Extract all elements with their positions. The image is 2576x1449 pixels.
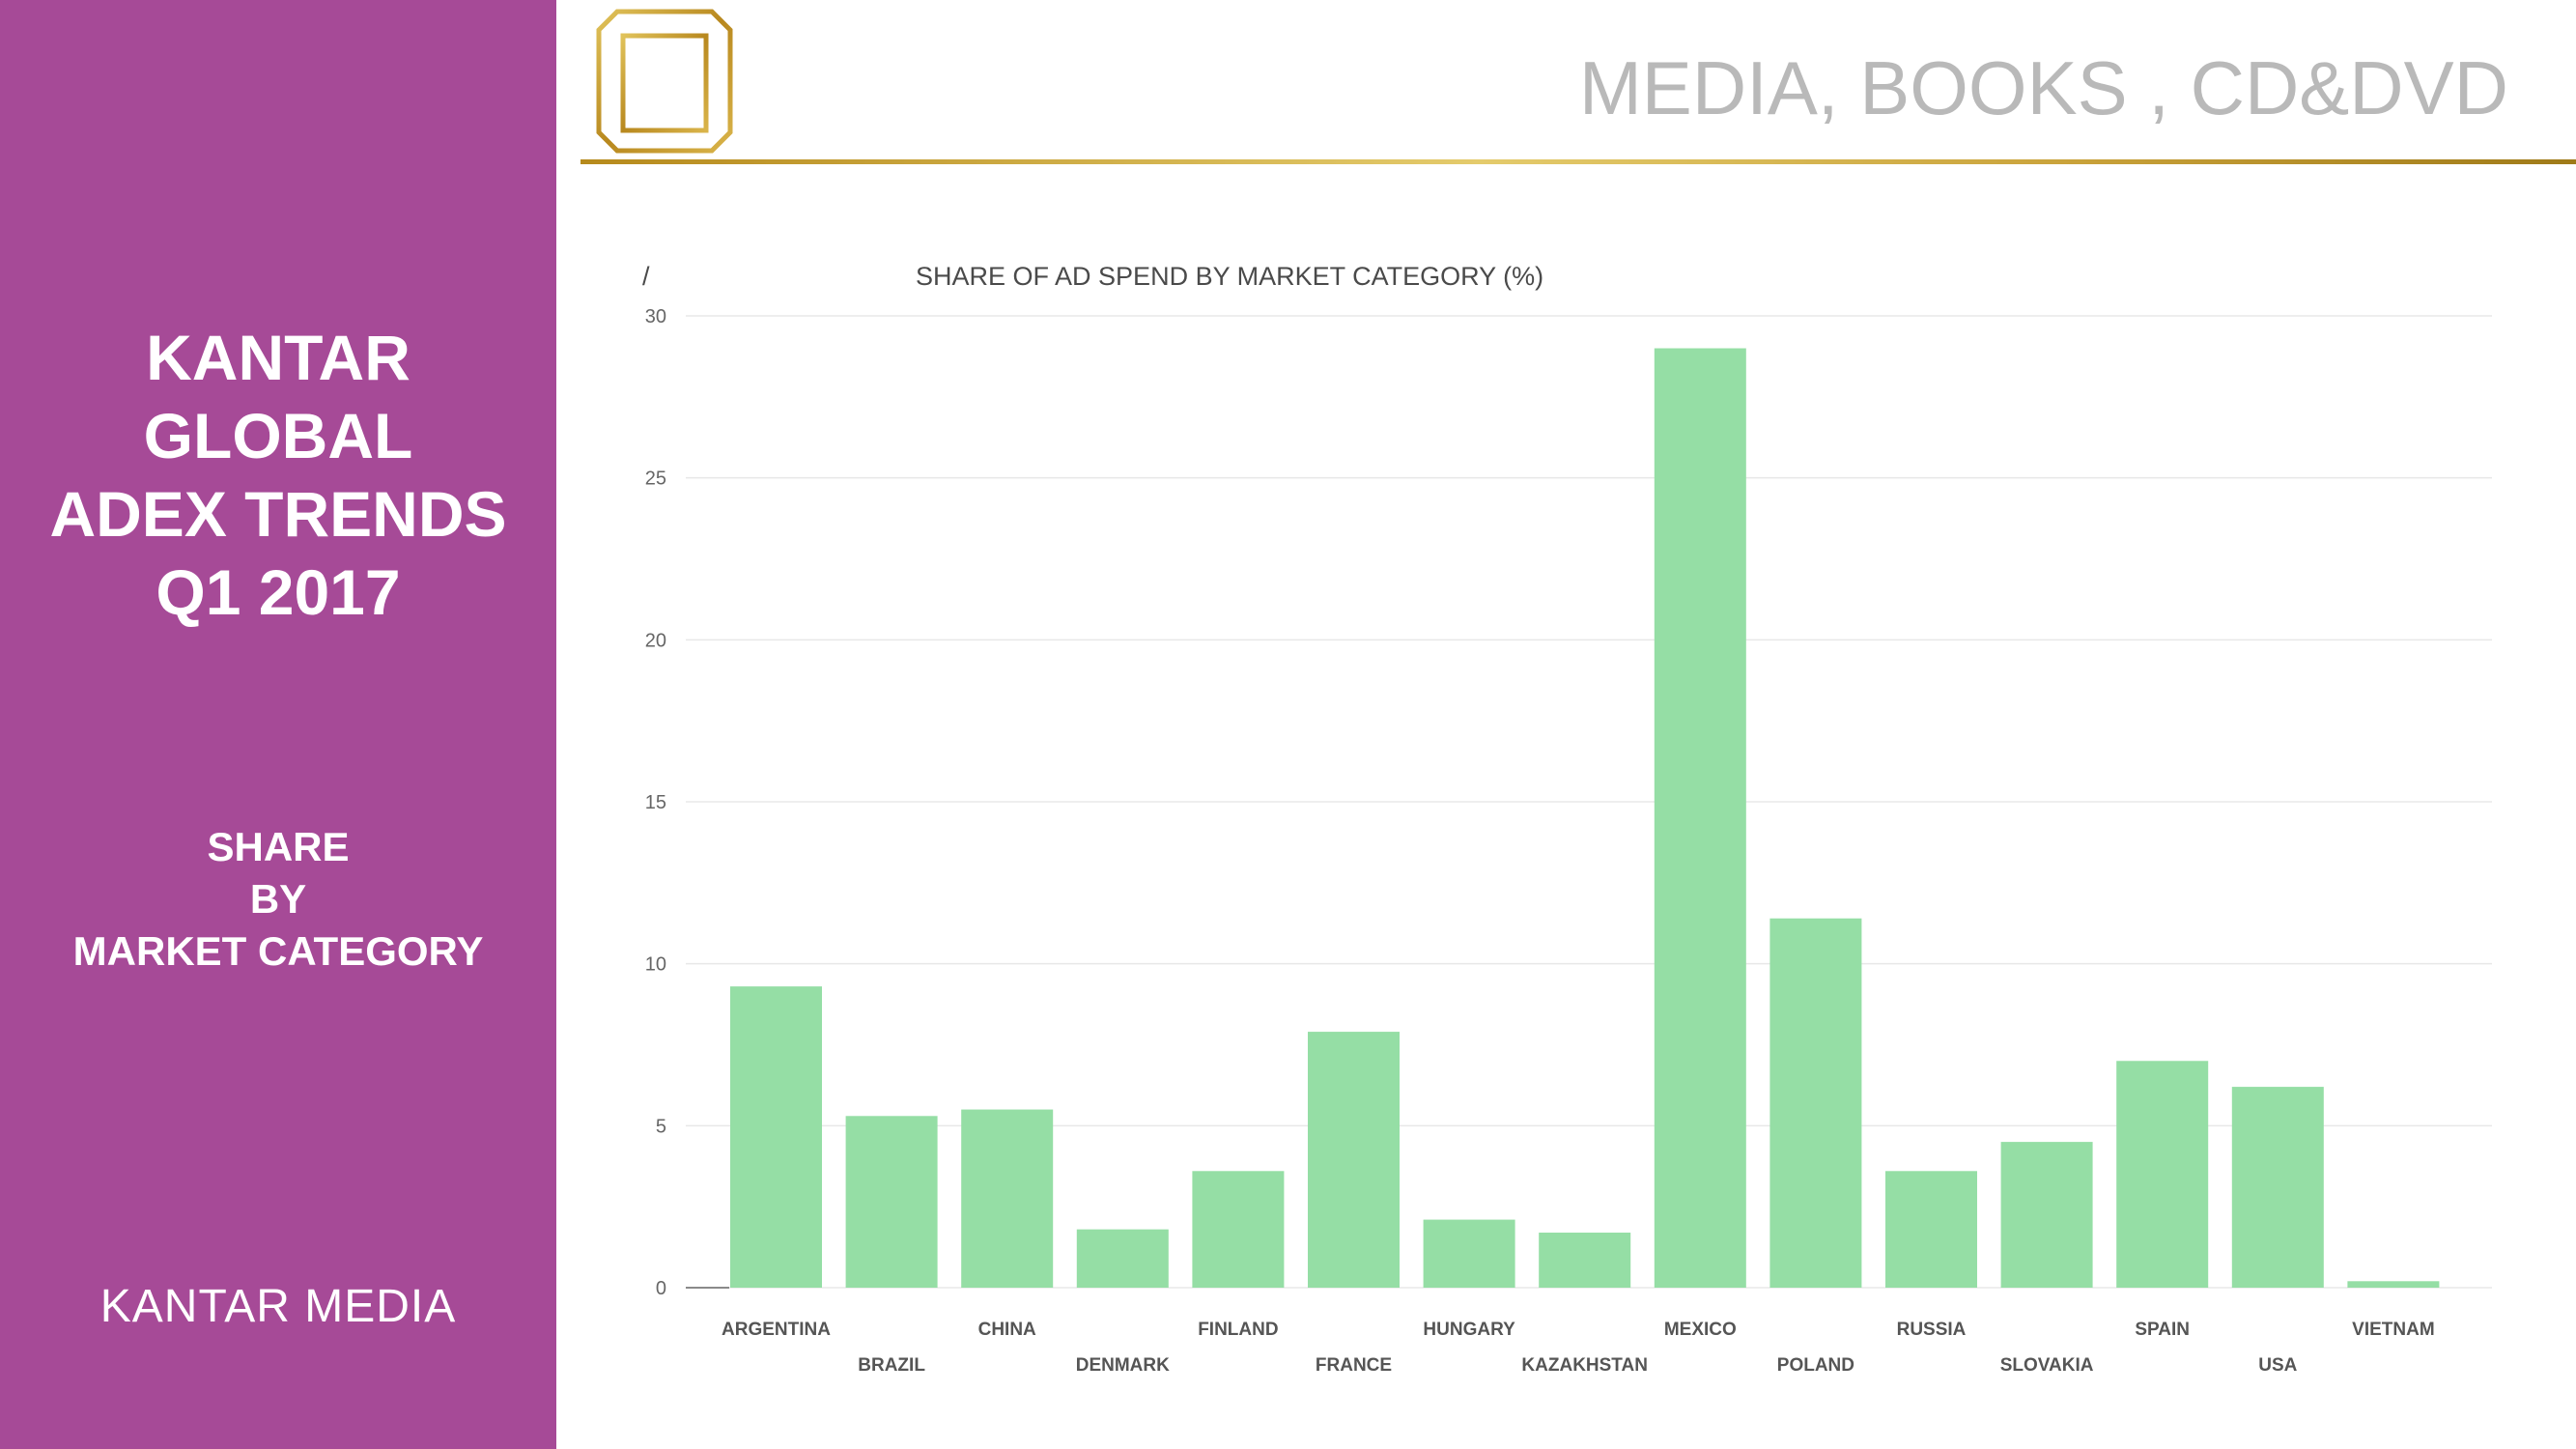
report-title-line: KANTAR (146, 322, 410, 393)
bar-france (1308, 1032, 1400, 1288)
y-tick-label: 5 (656, 1116, 666, 1137)
bar-poland (1769, 918, 1862, 1288)
y-tick-label: 15 (645, 792, 666, 813)
x-tick-label: VIETNAM (2352, 1320, 2435, 1340)
subtitle-line: MARKET CATEGORY (72, 928, 484, 974)
y-tick-label: 0 (656, 1278, 666, 1299)
bar-mexico (1654, 348, 1746, 1288)
x-tick-label: FINLAND (1198, 1320, 1278, 1340)
bar-russia (1885, 1171, 1977, 1288)
x-tick-label: USA (2258, 1355, 2297, 1376)
x-tick-label: ARGENTINA (722, 1320, 831, 1340)
y-tick-label: 25 (645, 469, 666, 490)
book-icon (596, 9, 733, 154)
sidebar: KANTAR GLOBAL ADEX TRENDS Q1 2017 SHARE … (0, 0, 556, 1449)
x-tick-label: BRAZIL (858, 1355, 925, 1376)
subtitle-line: SHARE (207, 824, 350, 869)
bar-hungary (1423, 1219, 1515, 1288)
y-tick-label: 20 (645, 630, 666, 651)
brand-logo: KANTAR MEDIA (99, 1281, 457, 1332)
y-tick-label: 30 (645, 306, 666, 327)
bar-usa (2231, 1087, 2324, 1288)
chart-corner-mark: / (642, 262, 650, 291)
bar-vietnam (2347, 1281, 2440, 1288)
x-tick-label: HUNGARY (1423, 1320, 1515, 1340)
x-tick-label: MEXICO (1664, 1320, 1737, 1340)
x-tick-label: FRANCE (1316, 1355, 1392, 1376)
x-tick-label: POLAND (1777, 1355, 1854, 1376)
x-tick-label: SPAIN (2135, 1320, 2190, 1340)
x-tick-label: DENMARK (1076, 1355, 1170, 1376)
y-tick-label: 10 (645, 954, 666, 976)
x-tick-label: SLOVAKIA (2000, 1355, 2094, 1376)
bar-finland (1192, 1171, 1285, 1288)
bar-slovakia (2000, 1142, 2093, 1288)
x-tick-label: KAZAKHSTAN (1521, 1355, 1648, 1376)
x-tick-label: CHINA (978, 1320, 1036, 1340)
report-title: KANTAR GLOBAL ADEX TRENDS Q1 2017 (0, 319, 556, 632)
header-divider (580, 159, 2576, 164)
bar-denmark (1076, 1229, 1169, 1288)
report-title-line: Q1 2017 (156, 556, 401, 628)
bar-kazakhstan (1539, 1232, 1631, 1288)
bar-chart: / SHARE OF AD SPEND BY MARKET CATEGORY (… (642, 262, 2492, 1376)
bar-spain (2116, 1061, 2209, 1288)
x-tick-label: RUSSIA (1897, 1320, 1967, 1340)
bar-china (961, 1109, 1054, 1288)
section-subtitle: SHARE BY MARKET CATEGORY (0, 821, 556, 978)
report-title-line: ADEX TRENDS (49, 478, 507, 550)
subtitle-line: BY (249, 876, 307, 922)
chart-title: SHARE OF AD SPEND BY MARKET CATEGORY (%) (916, 262, 1543, 291)
bar-argentina (730, 986, 822, 1288)
bar-brazil (845, 1116, 938, 1288)
report-title-line: GLOBAL (143, 400, 413, 471)
page-title: MEDIA, BOOKS , CD&DVD (1578, 45, 2508, 130)
